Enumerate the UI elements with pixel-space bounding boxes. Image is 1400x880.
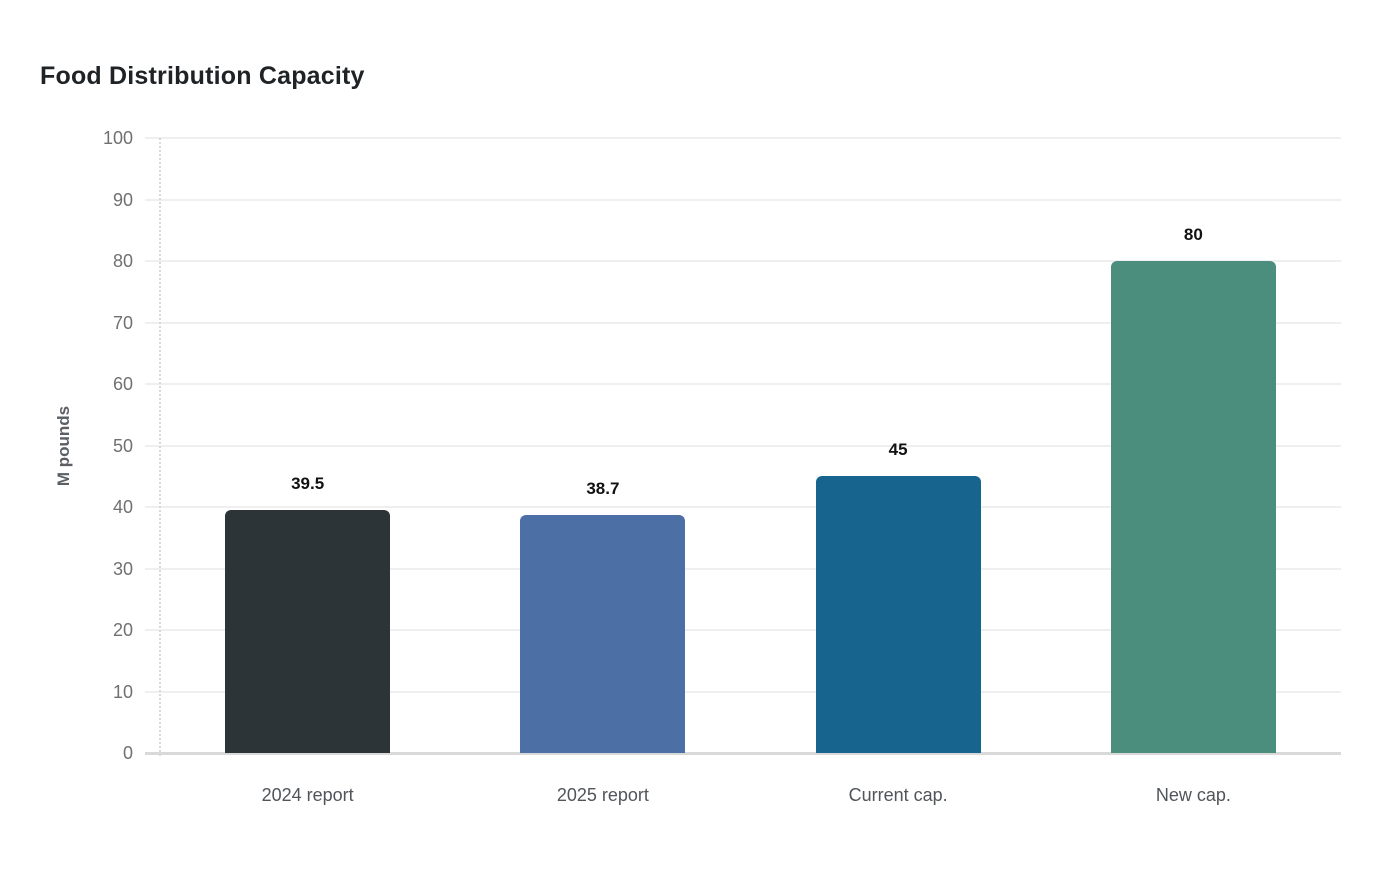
y-tick-label: 80 [112, 251, 133, 271]
bar [225, 510, 391, 753]
gridline [145, 198, 1341, 201]
bar-value-label: 38.7 [586, 478, 620, 498]
gridline [145, 629, 1341, 631]
y-tick-label: 40 [112, 497, 133, 517]
gridline [145, 506, 1341, 508]
gridline [145, 137, 1341, 139]
y-axis-line [159, 138, 161, 756]
bar-value-label: 80 [1183, 225, 1203, 244]
bar [520, 514, 686, 753]
y-tick-label: 30 [112, 558, 133, 579]
y-tick-label: 90 [112, 189, 133, 210]
x-tick-label: New cap. [1155, 785, 1231, 805]
gridline [145, 444, 1341, 447]
bar-value-label: 39.5 [291, 474, 325, 494]
y-tick-label: 70 [112, 312, 133, 333]
x-tick-label: 2024 report [261, 785, 354, 805]
gridline [145, 567, 1341, 570]
bar [1110, 261, 1276, 753]
gridline [145, 260, 1341, 262]
gridline [145, 690, 1341, 693]
x-tick-label: Current cap. [848, 785, 948, 805]
x-tick-label: 2025 report [556, 785, 649, 805]
y-tick-label: 50 [112, 435, 133, 456]
x-axis-line [145, 752, 1341, 755]
bar [815, 476, 981, 753]
y-tick-label: 0 [122, 743, 133, 763]
bar-value-label: 45 [888, 440, 908, 460]
y-tick-label: 100 [102, 128, 133, 148]
y-tick-label: 10 [112, 681, 133, 702]
y-tick-label: 20 [112, 620, 133, 640]
gridline [145, 383, 1341, 385]
gridline [145, 321, 1341, 324]
y-tick-label: 60 [112, 374, 133, 394]
chart-title: Food Distribution Capacity [40, 62, 365, 90]
